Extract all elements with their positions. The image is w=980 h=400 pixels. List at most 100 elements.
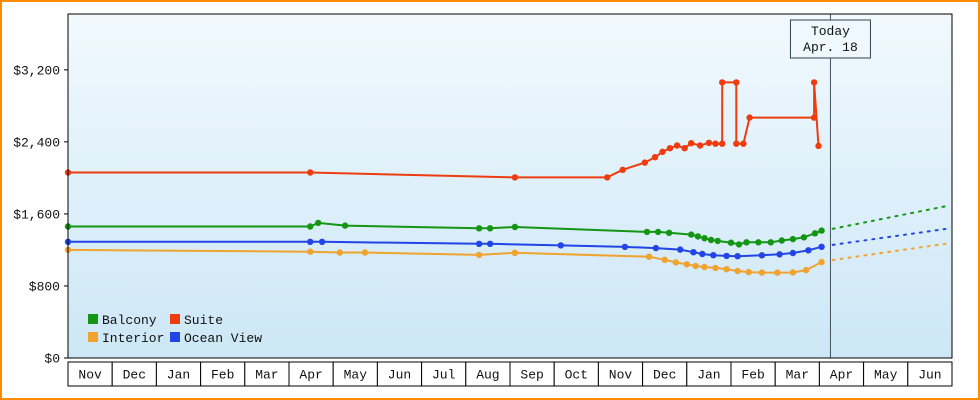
interior-data-point	[307, 248, 314, 255]
suite-data-point	[705, 139, 713, 146]
series-ocean-view	[64, 228, 947, 260]
balcony-data-point	[511, 223, 519, 231]
balcony-data-point	[475, 225, 483, 232]
y-tick-label: $1,600	[13, 207, 60, 222]
month-label: Feb	[741, 368, 764, 383]
interior-data-point	[701, 263, 708, 271]
suite-data-point	[740, 140, 747, 147]
balcony-data-point	[341, 222, 349, 229]
suite-data-point	[719, 140, 726, 147]
suite-data-point	[810, 79, 818, 86]
interior-data-point	[789, 269, 797, 276]
legend-swatch-3	[170, 332, 180, 342]
ocean-view-data-point	[557, 242, 564, 249]
month-label: Dec	[123, 368, 146, 383]
legend-label: Interior	[102, 331, 164, 346]
today-label-box	[789, 19, 871, 59]
interior-data-point	[661, 256, 668, 263]
interior-data-point	[683, 261, 690, 268]
month-label: Jun	[918, 368, 941, 383]
month-label: Nov	[609, 368, 633, 383]
y-tick-label: $0	[44, 352, 60, 367]
month-cell	[553, 361, 599, 387]
balcony-data-point	[688, 231, 695, 238]
interior-data-point	[361, 249, 369, 256]
month-label: Jul	[432, 368, 456, 383]
balcony-forecast-line	[831, 205, 947, 230]
balcony-data-point	[665, 229, 673, 236]
ocean-view-data-point	[652, 244, 660, 252]
month-cell	[244, 361, 290, 387]
legend: Balcony Suite Interior Ocean View	[88, 313, 262, 346]
interior-data-point	[336, 249, 343, 256]
suite-data-point	[666, 145, 674, 152]
ocean-view-data-point	[677, 246, 684, 253]
series-interior	[64, 242, 947, 276]
ocean-view-data-point	[818, 243, 825, 250]
month-label: Aug	[476, 368, 499, 383]
balcony-data-point	[727, 239, 735, 246]
suite-data-point	[733, 79, 740, 86]
month-label: May	[344, 368, 368, 383]
month-label: Jan	[167, 368, 190, 383]
suite-data-point	[815, 142, 822, 150]
month-label: Dec	[653, 368, 676, 383]
month-label: Jan	[697, 368, 720, 383]
suite-data-point	[307, 169, 314, 176]
month-cell	[200, 361, 246, 387]
month-axis: Nov Dec Jan Feb Mar Apr May Jun Jul Aug Sep Oct Nov D…	[67, 361, 953, 387]
month-cell	[907, 361, 953, 387]
month-cell	[774, 361, 820, 387]
suite-data-point	[681, 145, 688, 152]
today-label-line2: Apr. 18	[803, 40, 858, 55]
legend-label: Balcony	[102, 313, 157, 328]
month-cell	[597, 361, 644, 387]
ocean-view-data-point	[776, 251, 783, 258]
interior-data-point	[774, 269, 781, 276]
balcony-data-point	[735, 241, 743, 248]
balcony-data-point	[694, 233, 702, 240]
suite-data-point	[619, 166, 626, 173]
suite-data-point	[604, 174, 611, 181]
month-label: Jun	[388, 368, 411, 383]
ocean-view-data-point	[690, 249, 697, 256]
balcony-data-point	[315, 219, 322, 227]
legend-swatch-0	[88, 314, 98, 324]
month-cell	[818, 361, 865, 387]
balcony-data-point	[701, 235, 708, 242]
month-cell	[332, 361, 378, 387]
month-cell	[642, 361, 688, 387]
suite-data-point	[719, 79, 726, 86]
legend-label: Suite	[184, 313, 223, 328]
suite-data-point	[659, 148, 666, 155]
balcony-data-point	[811, 230, 819, 237]
interior-data-point	[745, 268, 752, 276]
interior-data-point	[802, 266, 810, 274]
month-label: May	[874, 368, 898, 383]
month-label: Nov	[78, 368, 102, 383]
suite-data-point	[733, 140, 740, 147]
month-cell	[111, 361, 157, 387]
month-cell	[863, 361, 909, 387]
ocean-view-data-point	[805, 247, 812, 254]
month-cell	[509, 361, 555, 387]
suite-data-point	[746, 114, 753, 121]
ocean-view-data-point	[789, 249, 797, 257]
ocean-view-data-point	[723, 252, 730, 260]
suite-data-point	[651, 154, 659, 161]
legend-label: Ocean View	[184, 331, 262, 346]
y-tick-label: $2,400	[13, 135, 60, 150]
month-label: Sep	[520, 368, 543, 383]
balcony-data-point	[654, 228, 662, 236]
month-cell	[465, 361, 511, 387]
ocean-view-data-point	[318, 238, 326, 245]
balcony-data-point	[800, 234, 808, 241]
interior-data-point	[692, 262, 699, 270]
plot-border	[67, 13, 953, 359]
ocean-view-data-point	[621, 243, 629, 251]
month-label: Oct	[565, 368, 588, 383]
balcony-data-point	[778, 237, 785, 244]
series-balcony	[64, 205, 947, 248]
